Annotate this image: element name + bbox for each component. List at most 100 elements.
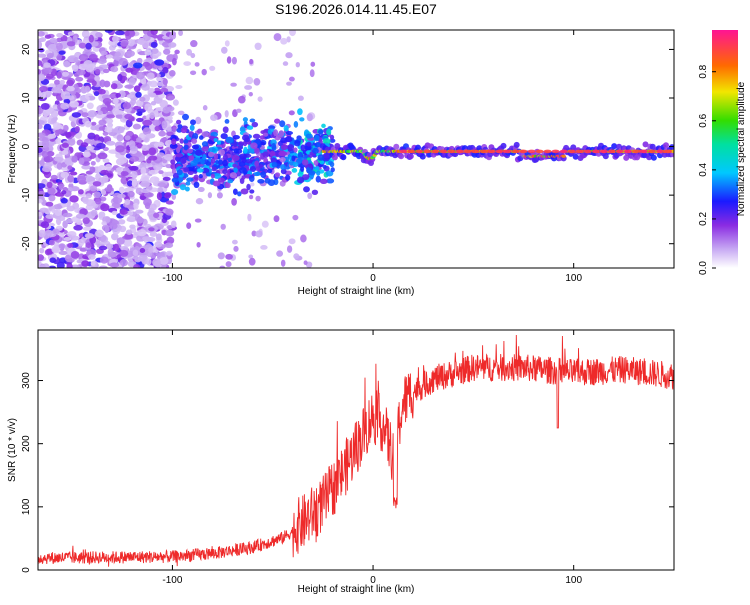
spectrogram-cell (183, 61, 192, 66)
spectrogram-cell (64, 254, 73, 263)
spectrogram-cell (150, 101, 157, 106)
spectrogram-cell (669, 144, 674, 151)
spectrogram-cell (135, 209, 144, 214)
spectrogram-cell (169, 143, 178, 149)
spectrogram-cell (38, 183, 46, 189)
spectrogram-cell (623, 149, 632, 154)
spectrogram-cell (38, 123, 43, 130)
spectrogram-cell (245, 76, 254, 85)
spectrogram-cell (156, 34, 165, 41)
snr-ytick-label: 300 (21, 372, 32, 389)
spectrogram-cell (46, 248, 54, 255)
spectrogram-cell (222, 159, 228, 167)
spectrogram-cell (104, 225, 110, 234)
spectrogram-cell (284, 136, 293, 143)
spectrogram-cell (273, 129, 279, 137)
spectrogram-cell (201, 141, 209, 147)
spectrogram-cell (285, 130, 293, 136)
spectrogram-cell (39, 37, 47, 42)
spectrogram-cell (64, 157, 72, 166)
spectrogram-cell (415, 149, 424, 154)
spectrogram-cell (136, 71, 145, 80)
spectrogram-cell (40, 221, 50, 229)
spectrogram-cell (113, 243, 120, 252)
spectrogram-cell (40, 102, 50, 110)
spectrogram-cell (455, 149, 464, 154)
spectrogram-cell (190, 53, 196, 59)
spectrogram-cell (61, 142, 69, 148)
spectrogram-cell (276, 250, 284, 257)
spectrogram-cell (222, 169, 228, 175)
spectrogram-cell (285, 52, 293, 59)
spectrogram-cell (105, 140, 116, 146)
spectrogram-cell (180, 127, 188, 134)
spectrogram-cell (198, 174, 203, 179)
spectrogram-cell (125, 229, 133, 235)
spectrogram-cell (90, 260, 96, 266)
spectrogram-cell (56, 71, 62, 79)
spectrogram-cell (88, 54, 98, 61)
spectrogram-cell (95, 68, 101, 75)
spectrogram-cell (291, 168, 298, 173)
spectrogram-cell (156, 152, 165, 158)
spectrogram-cell (631, 149, 640, 154)
spectrogram-cell (297, 108, 303, 116)
spectrogram-cell (111, 233, 119, 241)
snr-xlabel: Height of straight line (km) (298, 584, 415, 595)
spectrogram-cell (119, 209, 128, 215)
spectrogram-cell (244, 85, 253, 90)
spectrogram-cell (83, 60, 94, 68)
spectrogram-cell (202, 154, 207, 161)
spectrogram-cell (38, 40, 43, 49)
spectrogram-cell (149, 231, 158, 237)
spectrogram-cell (119, 249, 129, 257)
spectrogram-cell (279, 150, 288, 157)
spectrogram-cell (166, 131, 174, 137)
spectrogram-cell (105, 54, 114, 59)
spectrogram-cell (62, 212, 73, 218)
spectrogram-cell (398, 153, 405, 160)
spectrogram-cell (257, 178, 265, 184)
spectrogram-cell (171, 57, 177, 66)
spectrogram-cell (559, 149, 568, 154)
spectrogram-cell (248, 194, 254, 200)
spectrogram-cell (296, 176, 305, 184)
spectrogram-cell (274, 172, 281, 178)
spectrogram-cell (197, 128, 203, 134)
spectrogram-cell (154, 59, 165, 66)
spectrogram-cell (307, 192, 313, 200)
spectrogram-cell (279, 120, 286, 128)
spectrogram-cell (273, 215, 280, 223)
snr-axes: -100 0 100 0 100 200 300 (21, 330, 674, 586)
spectrogram-cell (148, 92, 157, 98)
spectrogram-cell (650, 154, 657, 161)
spectrogram-cell (163, 48, 171, 55)
spectrogram-cell (519, 149, 528, 154)
spectrogram-cell (132, 123, 141, 130)
spectrogram-cell (42, 109, 50, 117)
spectrogram-cell (69, 100, 79, 108)
spectrogram-cell (423, 149, 432, 154)
spectrogram-cell (41, 150, 48, 158)
spectrogram-cell (248, 254, 254, 259)
spectrogram-cell (111, 35, 119, 43)
spectrogram-cell (222, 153, 228, 161)
spectrogram-cell (407, 153, 414, 160)
spectrogram-cell (126, 180, 134, 187)
spectrogram-cell (125, 119, 133, 128)
spectrogram-cell (73, 225, 83, 231)
spectrogram-cell (40, 116, 49, 121)
spectrogram-cell (58, 243, 66, 249)
spectrogram-cell (63, 236, 72, 241)
spectrogram-cell (84, 232, 95, 239)
spectrogram-cell (288, 110, 295, 116)
spectrogram-cell (217, 252, 225, 260)
spectrogram-cell (258, 164, 264, 169)
spectrogram-cell (205, 172, 212, 177)
spectrogram-cell (63, 60, 71, 68)
spectrogram-cell (186, 48, 193, 56)
spectrogram-cell (60, 171, 70, 179)
spectrogram-cell (40, 92, 46, 99)
spectrogram-cell (58, 250, 69, 255)
spectrogram-cell (242, 117, 249, 122)
